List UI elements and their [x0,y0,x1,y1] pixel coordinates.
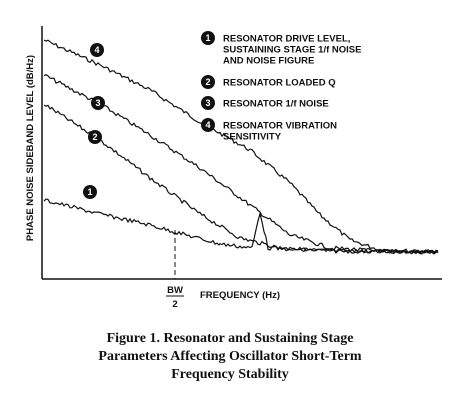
caption-line: Frequency Stability [171,367,289,382]
noise-curve [43,198,439,255]
y-axis-label: PHASE NOISE SIDEBAND LEVEL (dB/Hz) [25,55,36,241]
x-axis-label: FREQUENCY (Hz) [200,290,280,301]
curve-marker [90,43,104,57]
legend-text: SUSTAINING STAGE 1/f NOISE [223,45,361,56]
bw-numerator: BW [167,285,183,296]
legend-text: RESONATOR DRIVE LEVEL, [223,34,350,45]
legend-text: RESONATOR LOADED Q [223,78,336,89]
legend-marker [201,75,215,89]
legend-marker [201,96,215,110]
curve-marker-number: 2 [92,132,97,142]
curve-marker-number: 4 [94,45,99,55]
legend-text: RESONATOR VIBRATION [223,121,337,132]
curve-marker [88,130,102,144]
legend-marker-number: 1 [205,33,210,43]
noise-curve [43,39,439,255]
curve-marker [91,96,105,110]
legend-marker-number: 4 [205,120,210,130]
legend-marker [201,31,215,45]
curve-marker [83,185,97,199]
legend-text: AND NOISE FIGURE [223,56,314,67]
legend-marker-number: 3 [205,98,210,108]
caption-line: Figure 1. Resonator and Sustaining Stage [107,331,354,346]
legend-marker-number: 2 [205,77,210,87]
bw-denominator: 2 [172,299,177,310]
curve-marker-number: 1 [87,187,92,197]
legend-marker [201,118,215,132]
legend-text: SENSITIVITY [223,132,282,143]
legend-text: RESONATOR 1/f NOISE [223,99,329,110]
curve-marker-number: 3 [95,98,100,108]
caption-line: Parameters Affecting Oscillator Short-Te… [98,349,362,364]
